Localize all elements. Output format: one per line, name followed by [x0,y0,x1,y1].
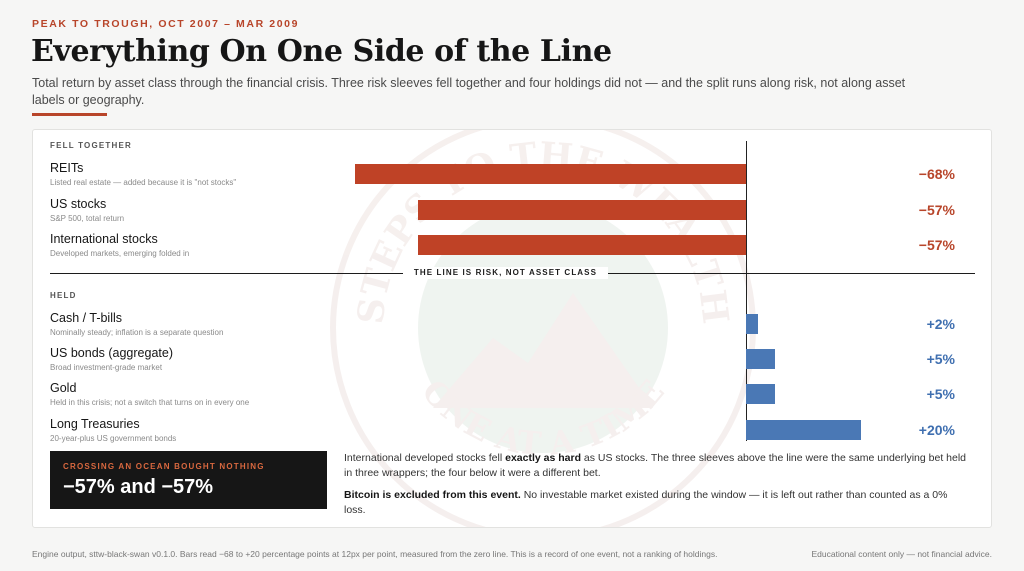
note-2-text: No investable market existed during the … [344,489,948,516]
section-label-0: FELL TOGETHER [50,141,132,150]
note-1-text-a: International developed stocks fell [344,452,506,464]
page-subtitle: Total return by asset class through the … [32,76,906,107]
bar-us-bonds-aggregate- [746,349,775,369]
asset-name: US bonds (aggregate) [50,346,173,360]
footer-disclaimer: Educational content only — not financial… [811,549,992,559]
note-2-emphasis: Bitcoin is excluded from this event. [344,489,521,501]
row-label: Cash / T-bills Nominally steady; inflatio… [50,311,300,338]
asset-note: Held in this crisis; not a switch that t… [50,398,250,407]
asset-name: Gold [50,381,77,395]
asset-name: Cash / T-bills [50,311,123,325]
footer-methodology: Engine output, sttw-black-swan v0.1.0. B… [32,549,718,559]
asset-name: REITs [50,161,84,175]
row-label: US bonds (aggregate) Broad investment-gra… [50,346,300,373]
bar-long-treasuries [746,420,861,440]
data-label: −68% [918,166,955,182]
bar-us-stocks [418,200,746,220]
row-label: International stocks Developed markets, e… [50,232,300,259]
data-label: +2% [926,316,955,332]
bar-international-stocks [418,235,746,255]
chart-card: STEPS TO THE WEALTH ONE AT A TIME THE LI… [32,129,992,528]
row-label: Long Treasuries 20-year-plus US governmen… [50,417,300,444]
asset-name: International stocks [50,232,158,246]
asset-note: S&P 500, total return [50,214,125,223]
asset-note: Listed real estate — added because it is… [50,178,237,187]
row-label: US stocks S&P 500, total return [50,197,300,224]
bar-reits [355,164,746,184]
asset-note: Developed markets, emerging folded in [50,249,190,258]
note-paragraph-1: International developed stocks fell exac… [344,451,969,481]
row-label: REITs Listed real estate — added because … [50,161,300,188]
bar-cash-t-bills [746,314,758,334]
callout-box: CROSSING AN OCEAN BOUGHT NOTHING −57% an… [50,451,327,509]
section-label-1: HELD [50,291,77,300]
asset-note: Broad investment-grade market [50,363,163,372]
svg-text:ONE AT A TIME: ONE AT A TIME [414,372,671,463]
page-title: Everything On One Side of the Line [31,34,612,69]
note-1-emphasis: exactly as hard [505,452,581,464]
asset-name: Long Treasuries [50,417,140,431]
callout-value: −57% and −57% [63,476,214,498]
callout-kicker: CROSSING AN OCEAN BOUGHT NOTHING [63,462,265,471]
data-label: +5% [926,386,955,402]
data-label: +20% [918,422,955,438]
note-1-text-b: as US stocks. The three sleeves above th… [344,452,967,479]
zero-line [746,141,747,441]
bar-gold [746,384,775,404]
data-label: +5% [926,351,955,367]
eyebrow: PEAK TO TROUGH, OCT 2007 – MAR 2009 [32,18,300,30]
data-label: −57% [918,237,955,253]
title-accent-rule [32,113,107,116]
asset-note: 20-year-plus US government bonds [50,434,177,443]
watermark-bottom-text: ONE AT A TIME [414,372,671,463]
risk-divider-label: THE LINE IS RISK, NOT ASSET CLASS [403,267,608,279]
row-label: Gold Held in this crisis; not a switch th… [50,381,300,408]
data-label: −57% [918,202,955,218]
asset-note: Nominally steady; inflation is a separat… [50,328,224,337]
asset-name: US stocks [50,197,107,211]
note-paragraph-2: Bitcoin is excluded from this event. No … [344,488,969,518]
